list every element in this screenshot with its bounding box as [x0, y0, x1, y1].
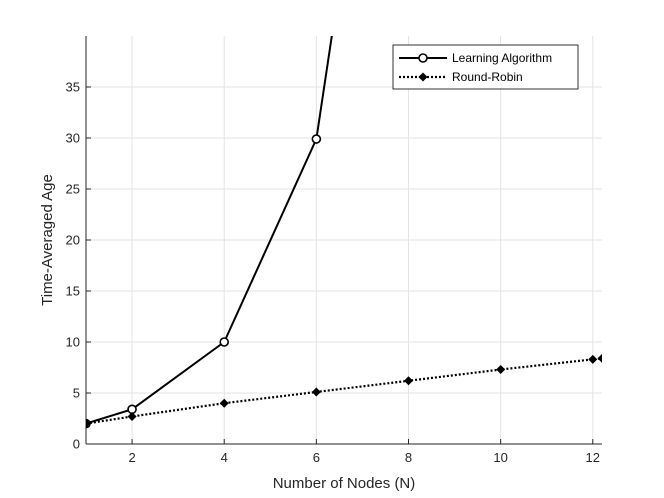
legend-label-round-robin: Round-Robin [452, 70, 523, 84]
data-point-round-robin [311, 387, 321, 397]
data-point-round-robin [496, 365, 506, 375]
y-tick-label: 25 [66, 182, 80, 197]
legend-box [392, 44, 579, 90]
y-tick-label: 10 [66, 335, 80, 350]
y-tick-label: 35 [66, 80, 80, 95]
x-tick-label: 10 [493, 450, 507, 465]
data-point-round-robin [219, 398, 229, 408]
data-point-round-robin [86, 419, 91, 429]
x-tick-label: 6 [313, 450, 320, 465]
y-tick-label: 0 [73, 437, 80, 452]
legend-marker-learning-algorithm [418, 53, 428, 63]
legend-label-learning-algorithm: Learning Algorithm [452, 51, 552, 65]
data-point-learning-algorithm [219, 337, 230, 347]
legend-marker-round-robin [418, 72, 428, 82]
grid-lines [86, 36, 602, 445]
x-tick-label: 8 [405, 450, 412, 465]
data-point-round-robin [127, 411, 137, 421]
tick-labels: 2 4 6 8 10 12 0 5 10 15 20 25 30 35 [66, 80, 600, 466]
data-point-round-robin [597, 353, 602, 363]
legend: Learning Algorithm Round-Robin [392, 44, 579, 90]
data-point-learning-algorithm [311, 134, 322, 144]
data-point-round-robin [588, 354, 598, 364]
x-tick-label: 12 [586, 450, 600, 465]
data-point-round-robin [404, 376, 413, 386]
series-layer [86, 36, 602, 429]
y-axis-label: Time-Averaged Age [39, 174, 56, 306]
y-tick-label: 30 [66, 131, 80, 146]
x-tick-label: 4 [221, 450, 228, 465]
y-tick-label: 20 [66, 233, 80, 248]
y-tick-label: 5 [73, 386, 80, 401]
axes [85, 36, 602, 445]
y-tick-label: 15 [66, 284, 80, 299]
x-axis-label: Number of Nodes (N) [273, 475, 416, 492]
x-tick-label: 2 [128, 450, 135, 465]
